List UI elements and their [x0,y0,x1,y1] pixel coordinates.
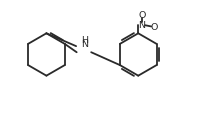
Text: N: N [81,40,88,49]
Text: O: O [151,23,158,32]
Text: O: O [138,11,146,20]
Text: H: H [81,36,88,45]
Text: N: N [138,21,145,30]
